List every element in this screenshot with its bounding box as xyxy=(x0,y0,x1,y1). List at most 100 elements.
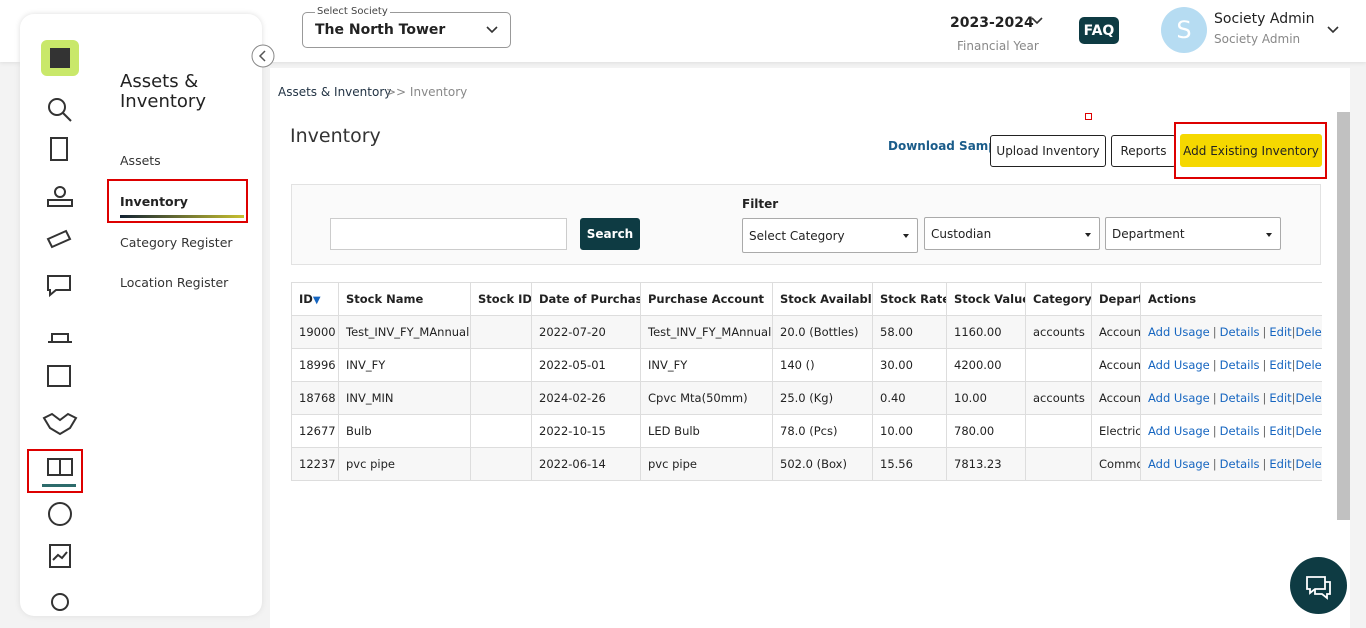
action-link[interactable]: Delete xyxy=(1295,358,1322,372)
user-name: Society Admin xyxy=(1214,11,1315,27)
action-link[interactable]: Details xyxy=(1219,325,1260,339)
table-wrap: ID▼ Stock Name Stock ID Date of Purchase Pur… xyxy=(291,282,1322,484)
cell xyxy=(470,381,532,415)
table-row: 18996 INV_FY 2022-05-01 INV_FY 140 () 30.00 42… xyxy=(291,348,1322,382)
separator: | xyxy=(1262,391,1267,405)
cell: pvc pipe xyxy=(338,447,471,481)
marker xyxy=(1085,113,1092,120)
active-highlight xyxy=(107,179,248,223)
action-link[interactable]: Add Usage xyxy=(1148,424,1210,438)
cell: Cpvc Mta(50mm) xyxy=(640,381,773,415)
nav-item[interactable]: Location Register xyxy=(120,275,229,290)
column-header: Stock Rate xyxy=(872,282,947,316)
action-link[interactable]: Details xyxy=(1219,358,1260,372)
cell xyxy=(1025,414,1092,448)
action-link[interactable]: Add Usage xyxy=(1148,457,1210,471)
cell: 25.0 (Kg) xyxy=(772,381,873,415)
chevron xyxy=(1031,17,1043,25)
download-link[interactable]: Download Sample xyxy=(888,139,1010,153)
collapse-button[interactable] xyxy=(250,43,276,69)
nav-item[interactable]: Assets xyxy=(120,153,161,168)
chevron xyxy=(486,26,498,34)
actions-cell: Add Usage|Details|Edit|Delete xyxy=(1140,381,1322,415)
cell: 2022-05-01 xyxy=(531,348,641,382)
cell: Accounts xyxy=(1091,381,1141,415)
sort-icon[interactable]: ▼ xyxy=(312,295,321,306)
cell: 2022-10-15 xyxy=(531,414,641,448)
cell: 1160.00 xyxy=(946,315,1026,349)
action-link[interactable]: Edit xyxy=(1269,358,1292,372)
column-label: Category xyxy=(1033,292,1092,306)
cell: 0.40 xyxy=(872,381,947,415)
cell: Test_INV_FY_MAnnual xyxy=(640,315,773,349)
column-label: Stock Rate xyxy=(880,292,947,306)
table-row: 19000 Test_INV_FY_MAnnual 2022-07-20 Test_I… xyxy=(291,315,1322,349)
action-link[interactable]: Details xyxy=(1219,457,1260,471)
separator: | xyxy=(1262,358,1267,372)
society-name: The North Tower xyxy=(315,22,446,38)
action-link[interactable]: Edit xyxy=(1269,325,1292,339)
faq-button[interactable]: FAQ xyxy=(1079,17,1119,44)
custodian-select[interactable]: Custodian xyxy=(924,217,1100,250)
column-label: Stock Name xyxy=(346,292,424,306)
action-link[interactable]: Edit xyxy=(1269,424,1292,438)
search-input[interactable] xyxy=(330,218,567,250)
upload-button[interactable]: Upload Inventory xyxy=(990,135,1106,167)
action-link[interactable]: Edit xyxy=(1269,391,1292,405)
separator: | xyxy=(1291,391,1296,405)
add-button[interactable]: Add Existing Inventory xyxy=(1180,134,1322,167)
cell: 20.0 (Bottles) xyxy=(772,315,873,349)
category-select[interactable]: Select Category xyxy=(742,218,918,253)
action-link[interactable]: Add Usage xyxy=(1148,391,1210,405)
action-link[interactable]: Delete xyxy=(1295,325,1322,339)
action-link[interactable]: Details xyxy=(1219,391,1260,405)
side-nav: Assets & Inventory Assets Inventory Cate… xyxy=(20,14,262,616)
cell: LED Bulb xyxy=(640,414,773,448)
cell: Accounts xyxy=(1091,348,1141,382)
breadcrumb-parent[interactable]: Assets & Inventory xyxy=(278,85,392,99)
actions-cell: Add Usage|Details|Edit|Delete xyxy=(1140,315,1322,349)
nav-item-active[interactable]: Inventory xyxy=(120,194,188,209)
table-row: 18768 INV_MIN 2024-02-26 Cpvc Mta(50mm) 25.0… xyxy=(291,381,1322,415)
cell xyxy=(470,414,532,448)
separator: | xyxy=(1262,457,1267,471)
column-label: Stock ID xyxy=(478,292,532,306)
cell xyxy=(470,315,532,349)
department-select[interactable]: Department xyxy=(1105,217,1281,250)
action-link[interactable]: Delete xyxy=(1295,391,1322,405)
society-select[interactable]: Select Society The North Tower xyxy=(302,6,511,48)
separator: | xyxy=(1291,358,1296,372)
chevron[interactable] xyxy=(1327,25,1339,35)
cell: INV_FY xyxy=(338,348,471,382)
nav-item[interactable]: Category Register xyxy=(120,235,233,250)
column-header: Stock ID xyxy=(470,282,532,316)
cell xyxy=(1025,447,1092,481)
cell: INV_MIN xyxy=(338,381,471,415)
cell xyxy=(470,447,532,481)
action-link[interactable]: Delete xyxy=(1295,424,1322,438)
reports-button[interactable]: Reports xyxy=(1111,135,1176,167)
cell: 502.0 (Box) xyxy=(772,447,873,481)
table-row: 12677 Bulb 2022-10-15 LED Bulb 78.0 (Pcs) 10.… xyxy=(291,414,1322,448)
chat-button[interactable] xyxy=(1290,557,1347,614)
actions-cell: Add Usage|Details|Edit|Delete xyxy=(1140,348,1322,382)
cell xyxy=(1025,348,1092,382)
cell: 19000 xyxy=(291,315,339,349)
action-link[interactable]: Add Usage xyxy=(1148,358,1210,372)
action-link[interactable]: Add Usage xyxy=(1148,325,1210,339)
cell: accounts xyxy=(1025,381,1092,415)
search-button[interactable]: Search xyxy=(580,218,640,250)
action-link[interactable]: Edit xyxy=(1269,457,1292,471)
column-header: Purchase Account xyxy=(640,282,773,316)
action-link[interactable]: Delete xyxy=(1295,457,1322,471)
separator: | xyxy=(1291,457,1296,471)
cell: 12677 xyxy=(291,414,339,448)
column-header: Department xyxy=(1091,282,1141,316)
year[interactable]: 2023-2024 xyxy=(950,15,1034,31)
column-label: Purchase Account xyxy=(648,292,765,306)
separator: | xyxy=(1212,424,1217,438)
cell: INV_FY xyxy=(640,348,773,382)
action-link[interactable]: Details xyxy=(1219,424,1260,438)
column-header: ID▼ xyxy=(291,282,339,316)
society-label: Select Society xyxy=(315,6,390,17)
